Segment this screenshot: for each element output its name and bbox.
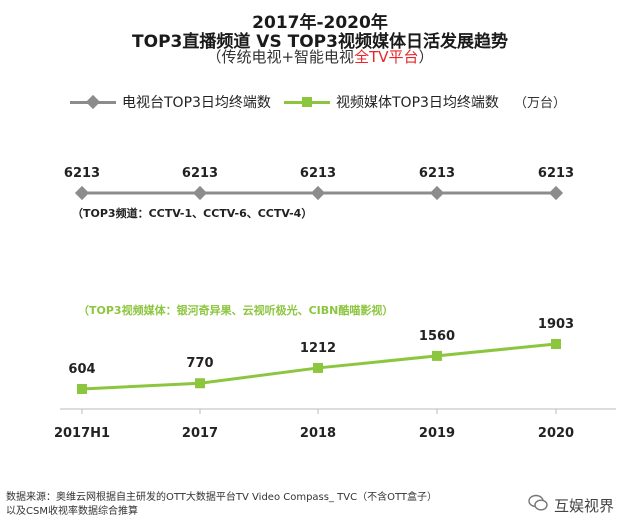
video-point — [77, 384, 87, 394]
legend-label-video: 视频媒体TOP3日均终端数 — [336, 95, 499, 111]
video-data-label: 604 — [68, 362, 95, 377]
brand-watermark: 互娱视界 — [528, 494, 614, 516]
tv-data-label: 6213 — [538, 166, 574, 181]
note-video-media: （TOP3视频媒体：银河奇异果、云视听极光、CIBN酷喵影视） — [78, 304, 394, 317]
subtitle-highlight: 全TV平台 — [354, 48, 419, 66]
tv-data-label: 6213 — [182, 166, 218, 181]
x-tick-label: 2018 — [300, 426, 336, 441]
video-data-label: 1560 — [419, 329, 455, 344]
tv-point — [192, 185, 208, 201]
tv-point — [310, 185, 326, 201]
tv-data-label: 6213 — [300, 166, 336, 181]
tv-data-label: 6213 — [419, 166, 455, 181]
legend-item-video: 视频媒体TOP3日均终端数 — [284, 92, 499, 112]
wechat-icon — [528, 494, 548, 516]
video-point — [551, 339, 561, 349]
chart-title-line1: 2017年-2020年 — [252, 13, 388, 33]
brand-name: 互娱视界 — [554, 496, 615, 515]
legend-label-tv: 电视台TOP3日均终端数 — [122, 95, 271, 111]
legend-swatch-video — [284, 95, 330, 109]
video-point — [313, 362, 323, 373]
tv-point — [74, 185, 90, 201]
tv-data-label: 6213 — [64, 166, 100, 181]
note-tv-channels: （TOP3频道：CCTV-1、CCTV-6、CCTV-4） — [72, 207, 313, 220]
legend-unit: （万台） — [514, 96, 567, 111]
video-point — [432, 350, 442, 361]
source-line2: 以及CSM收视率数据综合推算 — [6, 506, 138, 517]
video-data-label: 1903 — [538, 317, 574, 332]
x-tick-label: 2019 — [419, 426, 455, 441]
source-line1: 数据来源：奥维云网根据自主研发的OTT大数据平台TV Video Compass… — [6, 492, 437, 503]
video-data-label: 1212 — [300, 341, 336, 356]
subtitle-prefix: （传统电视+智能电视 — [206, 48, 355, 66]
tv-point — [429, 185, 445, 201]
subtitle-suffix: ） — [418, 48, 434, 66]
legend-item-tv: 电视台TOP3日均终端数 — [70, 92, 271, 112]
x-tick-label: 2017H1 — [54, 426, 110, 441]
video-point — [195, 378, 205, 389]
x-tick-label: 2017 — [182, 426, 218, 441]
x-tick-label: 2020 — [538, 426, 574, 441]
legend-swatch-tv — [70, 94, 116, 110]
tv-point — [548, 185, 564, 201]
chart-subtitle: （传统电视+智能电视全TV平台） — [0, 46, 640, 67]
chart-title-line2: TOP3直播频道 VS TOP3视频媒体日活发展趋势 — [132, 32, 508, 52]
video-data-label: 770 — [186, 356, 213, 371]
